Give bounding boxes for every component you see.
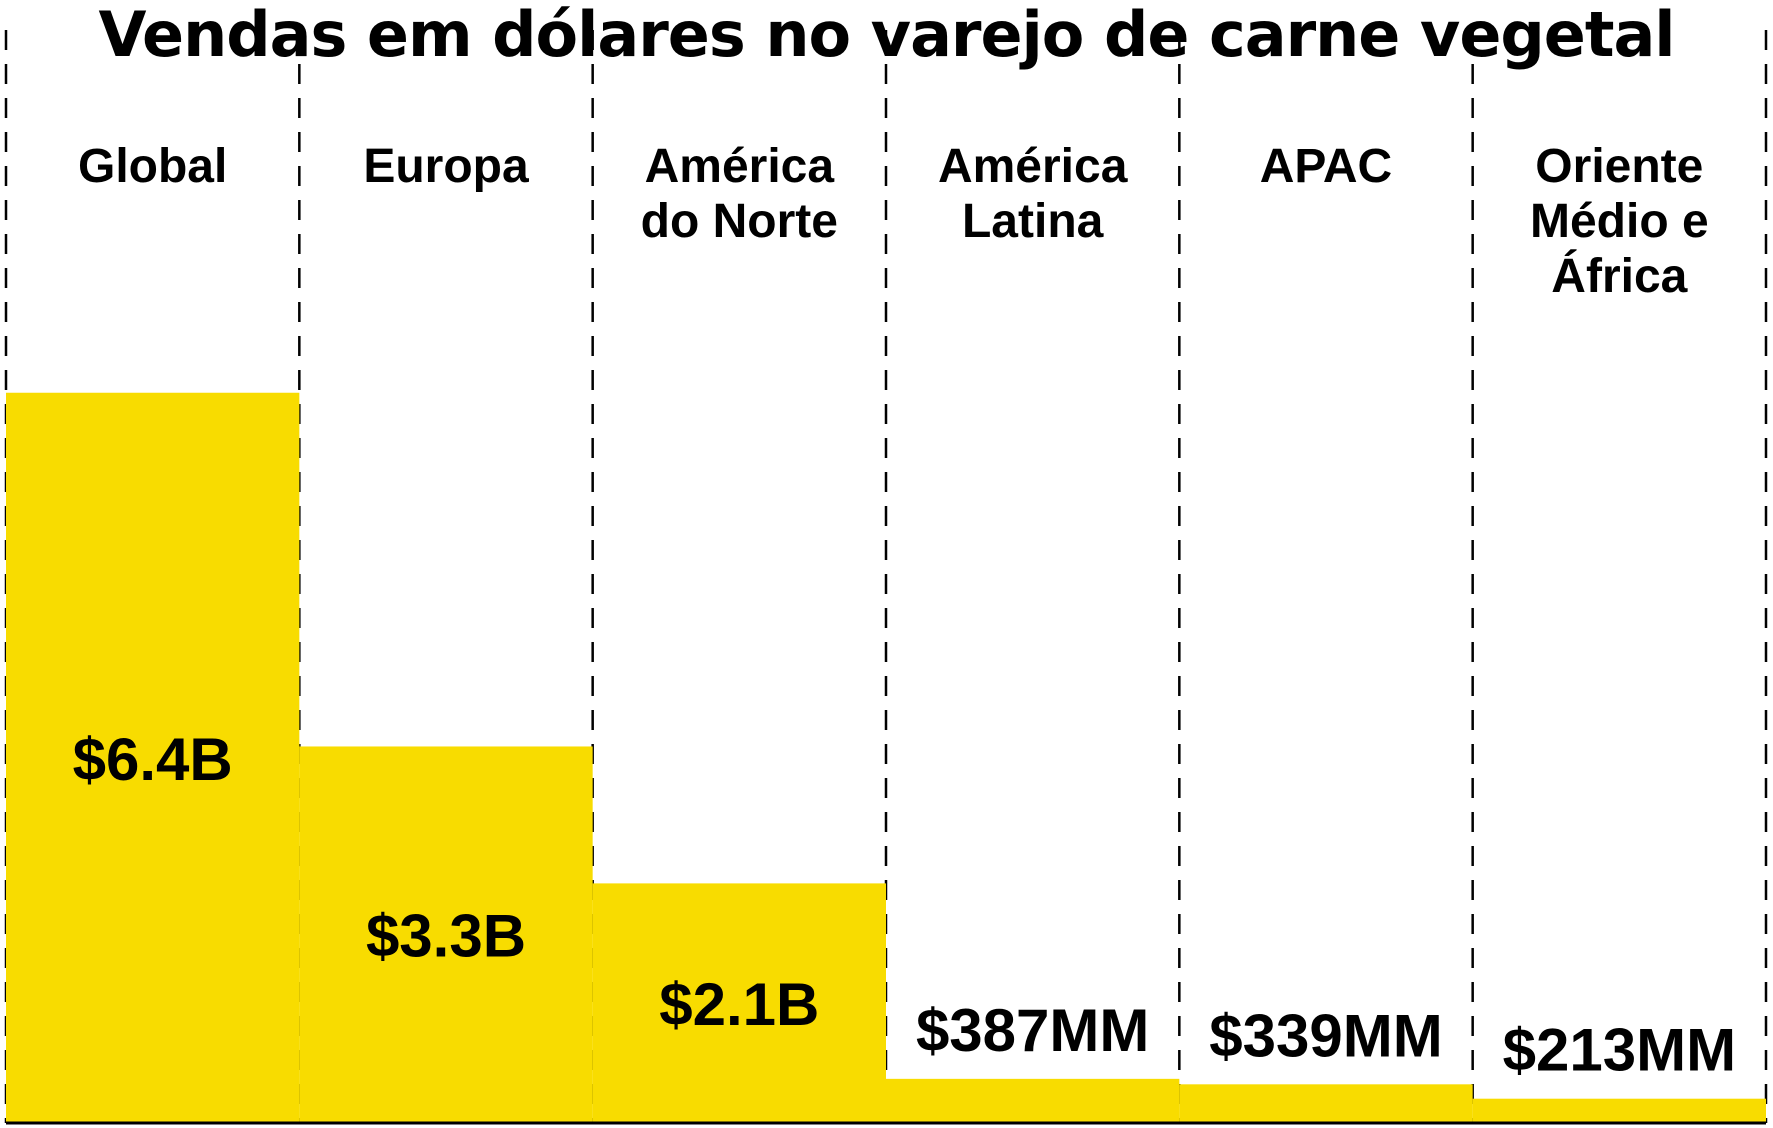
category-label: América do Norte — [641, 140, 838, 248]
value-label: $3.3B — [366, 903, 526, 970]
bar-1 — [299, 746, 593, 1123]
value-label: $339MM — [1209, 1002, 1442, 1069]
value-label: $387MM — [916, 997, 1149, 1064]
bar-0 — [6, 392, 300, 1123]
category-label: Global — [78, 140, 227, 193]
bars — [6, 392, 1766, 1123]
category-label: Europa — [363, 140, 529, 193]
bar-3 — [886, 1078, 1180, 1123]
category-label: APAC — [1260, 140, 1392, 193]
bar-4 — [1179, 1084, 1473, 1123]
bar-2 — [592, 883, 886, 1123]
bar-5 — [1472, 1098, 1766, 1123]
value-labels: $6.4B $3.3B $2.1B $387MM $339MM $213MM — [73, 726, 1736, 1084]
category-label: América Latina — [938, 140, 1128, 248]
value-label: $6.4B — [73, 726, 233, 793]
value-label: $213MM — [1503, 1017, 1736, 1084]
value-label: $2.1B — [659, 971, 819, 1038]
category-labels: Global Europa América do Norte América Latina… — [78, 140, 1709, 303]
category-label: Oriente Médio e África — [1530, 140, 1709, 303]
